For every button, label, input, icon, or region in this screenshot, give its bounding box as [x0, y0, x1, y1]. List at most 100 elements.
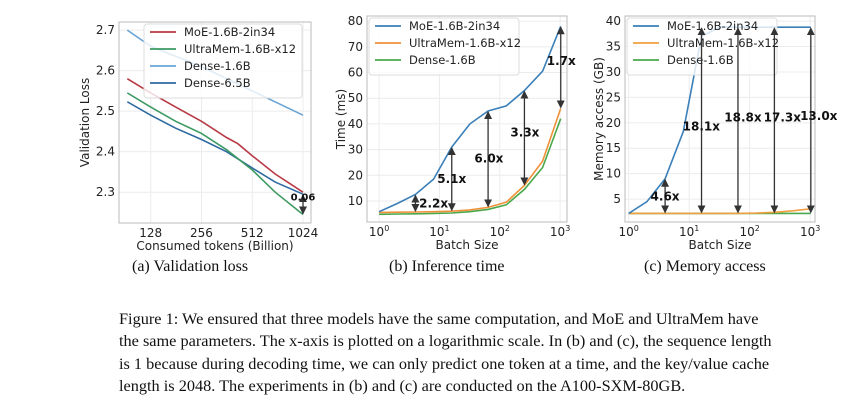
x-tick-label: 100: [618, 224, 638, 239]
y-tick-label: 2.7: [96, 23, 115, 37]
x-axis-label: Batch Size: [436, 238, 499, 252]
x-tick-label: 100: [369, 224, 389, 239]
annotation-label: 0.06: [291, 192, 316, 203]
legend-label: Dense-1.6B: [184, 59, 251, 73]
series-line-dense-1.6b: [379, 118, 562, 216]
series-line-ultramem-1.6b-x12: [126, 92, 304, 216]
caption-line: Figure 1: We ensured that three models h…: [119, 309, 759, 328]
y-tick-label: 10: [348, 194, 363, 208]
annotation-label: 4.6x: [651, 190, 680, 204]
y-tick-label: 30: [606, 65, 621, 79]
chart-a: 128 256 512 1024 2.3 2.4 2.5 2.6 2.7 Consumed tok…: [78, 21, 319, 253]
y-tick-label: 2.4: [96, 145, 115, 159]
x-tick-label: 103: [550, 224, 570, 239]
caption-line: the same parameters. The x-axis is plott…: [119, 331, 772, 351]
x-axis-label: Batch Size: [689, 238, 752, 252]
legend-label: MoE-1.6B-2in34: [409, 19, 500, 33]
series-line-ultramem-1.6b-x12: [379, 108, 562, 214]
series-line-dense-6.5b: [126, 101, 304, 195]
y-tick-label: 2.6: [96, 64, 115, 78]
x-tick-label: 256: [190, 226, 213, 240]
y-tick-label: 30: [348, 143, 363, 157]
legend: MoE-1.6B-2in34 UltraMem-1.6B-x12 Dense-1.6…: [143, 23, 303, 99]
legend-label: Dense-1.6B: [667, 53, 734, 67]
caption-c: (c) Memory access: [644, 258, 766, 275]
tick-exponent: 0: [384, 224, 389, 233]
tick-exponent: 3: [815, 224, 820, 233]
x-tick-label: 512: [241, 226, 264, 240]
y-tick-label: 40: [606, 14, 621, 28]
x-tick-label: 102: [490, 224, 510, 239]
y-tick-label: 25: [606, 90, 621, 104]
annotation-label: 6.0x: [474, 151, 503, 165]
legend-label: UltraMem-1.6B-x12: [184, 42, 296, 56]
series-line-ultramem-1.6b-x12: [628, 208, 811, 215]
tick-exponent: 1: [445, 224, 450, 233]
y-tick-label: 2.3: [96, 185, 115, 199]
y-tick-label: 20: [348, 168, 363, 182]
x-tick-label: 101: [679, 224, 699, 239]
y-tick-label: 2.5: [96, 104, 115, 118]
axes-frame: [366, 15, 568, 223]
legend-label: UltraMem-1.6B-x12: [667, 36, 779, 50]
tick-base: 10: [550, 225, 565, 239]
tick-base: 10: [429, 225, 444, 239]
tick-base: 10: [679, 225, 694, 239]
x-axis-label: Consumed tokens (Billion): [136, 239, 293, 253]
y-tick-label: 5: [613, 192, 621, 206]
y-tick-label: 70: [348, 40, 363, 54]
y-tick-label: 15: [606, 141, 621, 155]
legend-label: MoE-1.6B-2in34: [184, 25, 275, 39]
tick-base: 10: [618, 225, 633, 239]
caption-b: (b) Inference time: [389, 258, 505, 275]
x-tick-label: 1024: [288, 226, 319, 240]
legend-box: [368, 17, 520, 76]
y-tick-label: 40: [348, 117, 363, 131]
tick-exponent: 3: [565, 224, 570, 233]
tick-exponent: 1: [694, 224, 699, 233]
y-tick-label: 10: [606, 167, 621, 181]
tick-exponent: 2: [755, 224, 760, 233]
tick-exponent: 0: [634, 224, 639, 233]
y-tick-label: 80: [348, 14, 363, 28]
annotation-label: 17.3x: [764, 110, 802, 124]
annotation-label: 18.8x: [724, 110, 762, 124]
annotation-label: 1.7x: [547, 54, 576, 68]
legend-label: UltraMem-1.6B-x12: [409, 36, 521, 50]
tick-base: 10: [369, 225, 384, 239]
tick-base: 10: [740, 225, 755, 239]
legend-box: [143, 23, 303, 99]
y-tick-label: 60: [348, 66, 363, 80]
tick-base: 10: [800, 225, 815, 239]
x-tick-label: 101: [429, 224, 449, 239]
caption-line: length is 2048. The experiments in (b) a…: [119, 375, 686, 395]
annotation-label: 3.3x: [510, 126, 539, 140]
legend: MoE-1.6B-2in34 UltraMem-1.6B-x12 Dense-1.6…: [368, 17, 521, 76]
y-axis-label: Validation Loss: [78, 78, 92, 167]
caption-a: (a) Validation loss: [132, 258, 249, 275]
annotation-label: 18.1x: [683, 119, 721, 133]
x-tick-label: 128: [139, 226, 162, 240]
x-tick-label: 102: [740, 224, 760, 239]
series-line-moe-1.6b-2in34: [378, 26, 562, 213]
legend-label: Dense-6.5B: [184, 76, 251, 90]
legend: MoE-1.6B-2in34 UltraMem-1.6B-x12 Dense-1.6…: [626, 17, 779, 76]
x-tick-label: 103: [800, 224, 820, 239]
y-axis-label: Time (ms): [334, 89, 348, 151]
y-tick-label: 50: [348, 91, 363, 105]
legend-label: Dense-1.6B: [409, 53, 476, 67]
tick-base: 10: [490, 225, 505, 239]
annotation-label: 5.1x: [437, 172, 466, 186]
figure-caption-paragraph: Figure 1: We ensured that three models h…: [119, 308, 859, 397]
axes-frame: [624, 15, 816, 223]
y-tick-label: 20: [606, 116, 621, 130]
annotation-label: 2.2x: [419, 196, 448, 210]
annotation-label: 13.0x: [800, 109, 838, 123]
y-tick-label: 35: [606, 40, 621, 54]
tick-exponent: 2: [505, 224, 510, 233]
caption-line: is 1 because during decoding time, we ca…: [119, 353, 770, 373]
axes-frame: [118, 21, 312, 224]
